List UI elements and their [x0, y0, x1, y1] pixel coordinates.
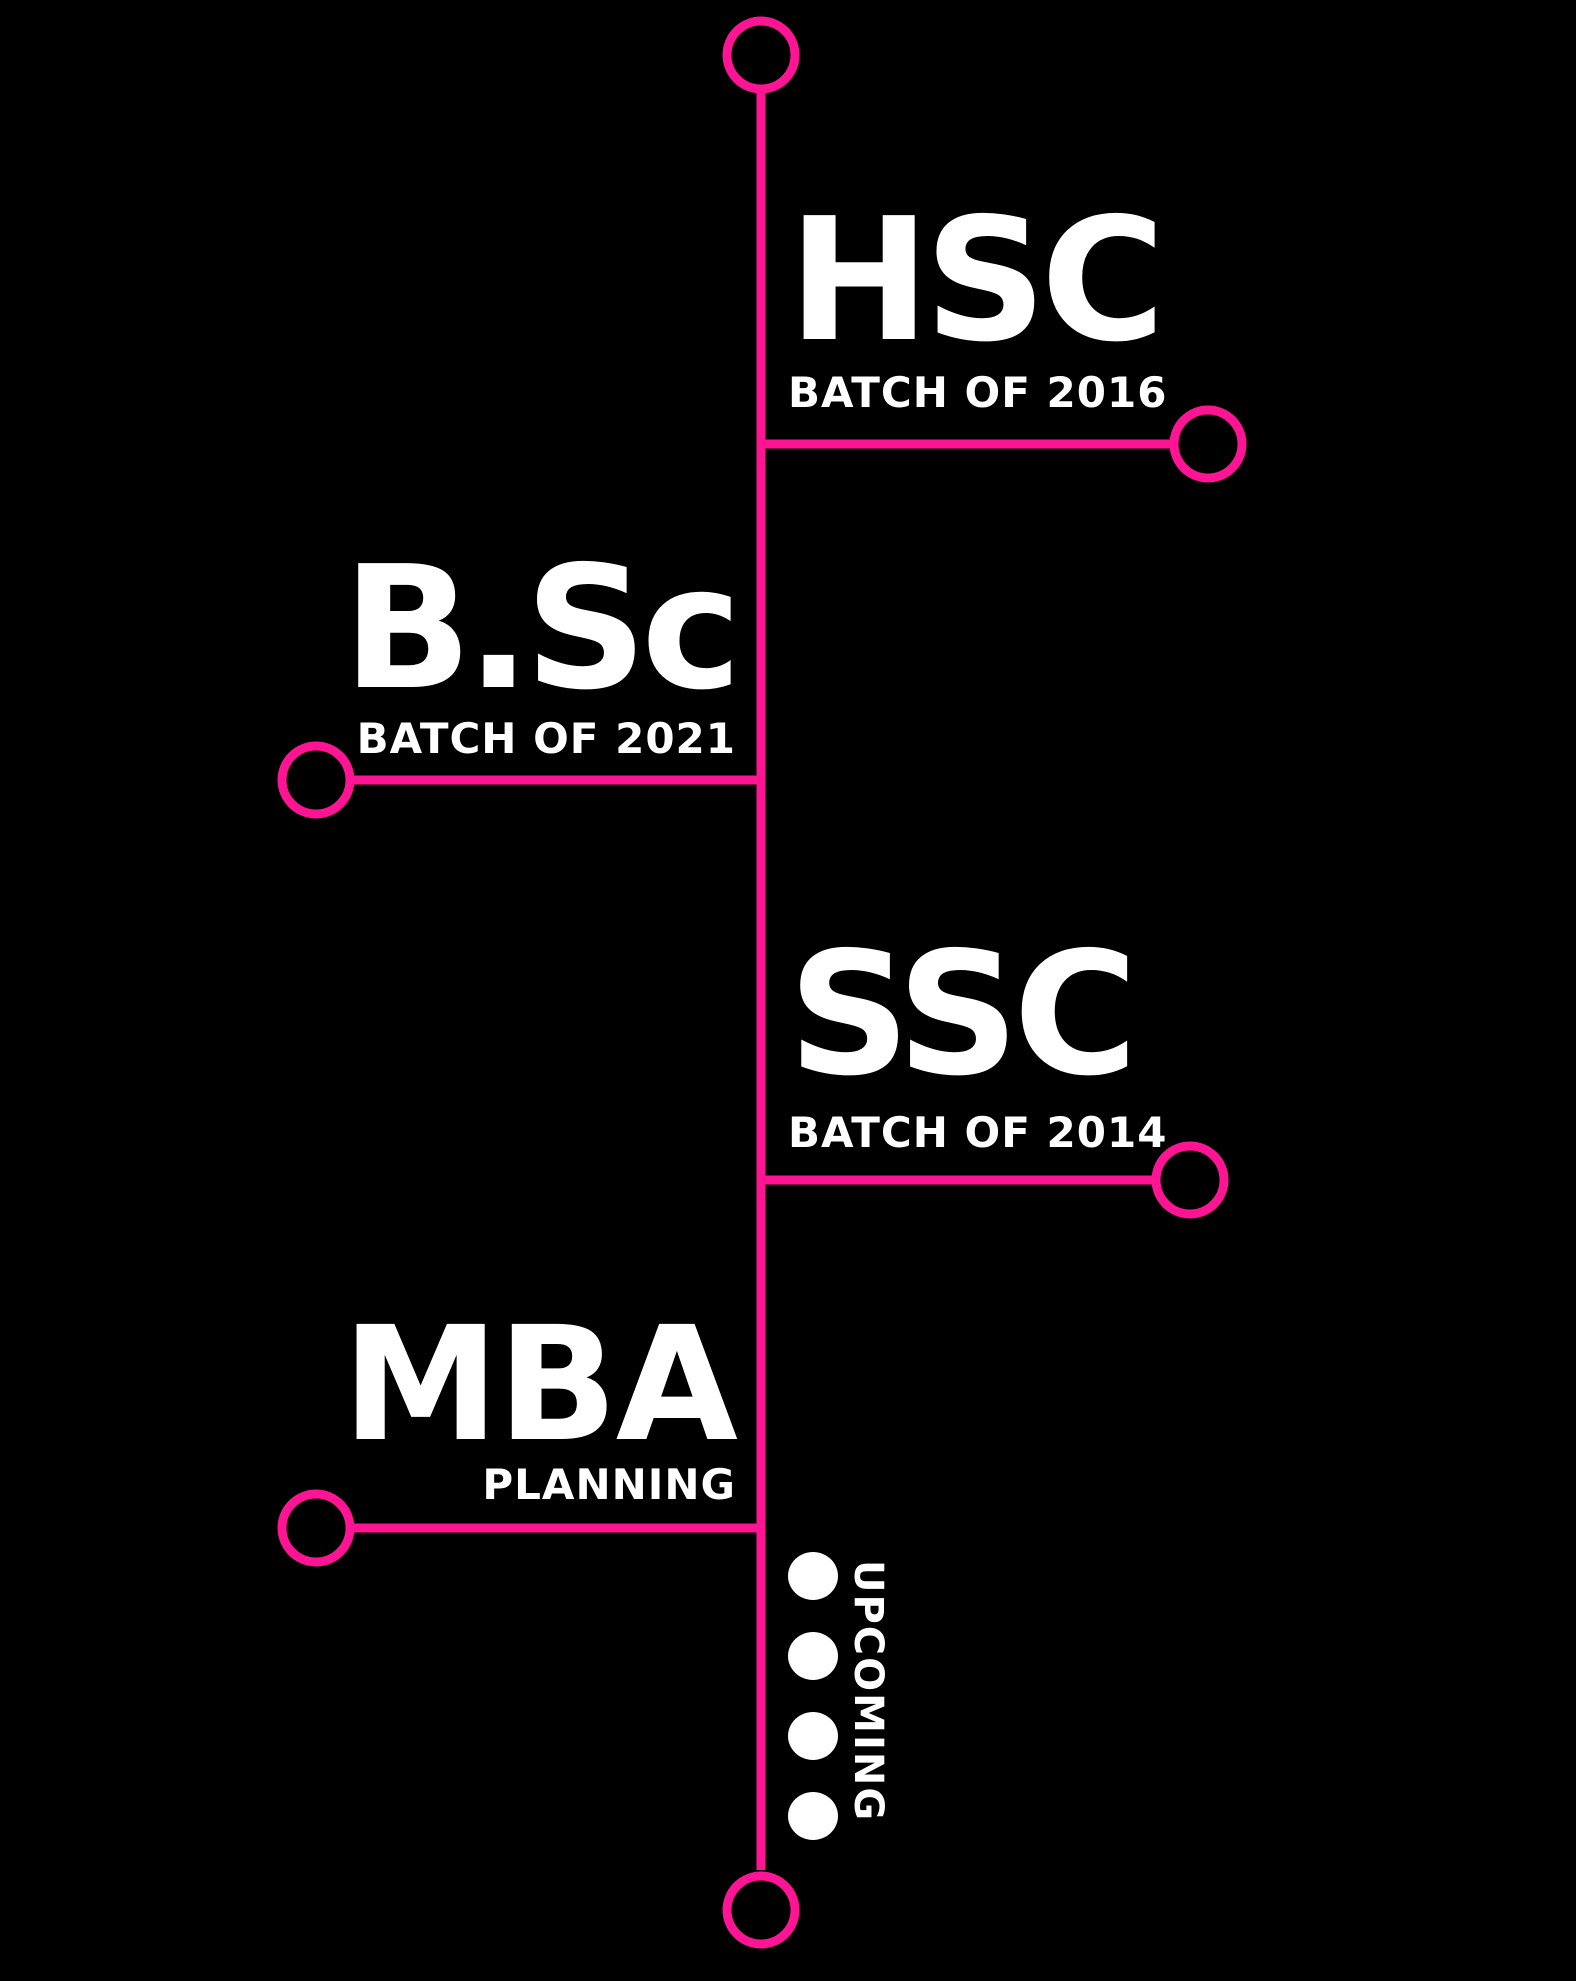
- mba-title: MBA: [342, 1293, 738, 1477]
- bsc-title: B.Sc: [342, 530, 742, 728]
- hsc-title: HSC: [788, 182, 1165, 380]
- ssc-subtitle: BATCH OF 2014: [788, 1108, 1168, 1157]
- mba-subtitle: PLANNING: [482, 1460, 736, 1509]
- upcoming-dots: [788, 1552, 838, 1840]
- timeline-end-node: [722, 1871, 800, 1949]
- upcoming-dot: [788, 1632, 838, 1680]
- hsc-node: [1169, 405, 1247, 483]
- upcoming-label-wrap: UPCOMING: [845, 1560, 893, 1830]
- upcoming-dot: [788, 1792, 838, 1840]
- upcoming-dot: [788, 1712, 838, 1760]
- mba-node: [277, 1489, 355, 1567]
- bsc-subtitle: BATCH OF 2021: [356, 714, 736, 763]
- upcoming-label: UPCOMING: [845, 1560, 891, 1823]
- hsc-subtitle: BATCH OF 2016: [788, 368, 1168, 417]
- ssc-node: [1151, 1141, 1229, 1219]
- upcoming-dot: [788, 1552, 838, 1600]
- bsc-node: [277, 741, 355, 819]
- ssc-title: SSC: [788, 916, 1138, 1114]
- timeline-start-node: [722, 16, 800, 94]
